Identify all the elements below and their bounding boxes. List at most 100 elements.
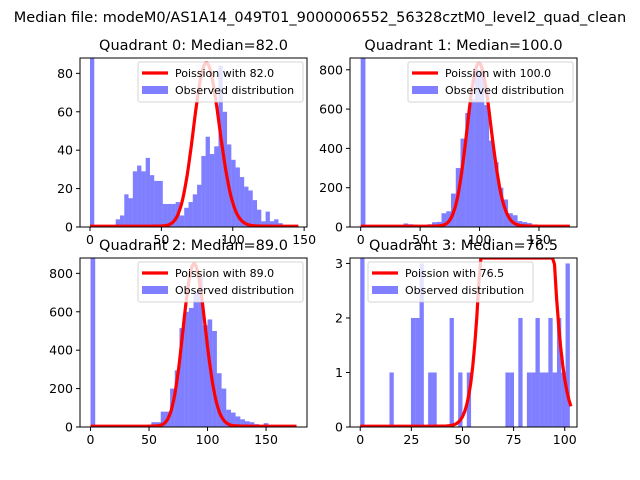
legend-frame <box>137 61 304 103</box>
histogram-bar <box>124 194 129 227</box>
histogram-bar <box>201 155 206 227</box>
subplot-quadrant-3: 0 25 50 75 100 0 1 2 3 Quadrant 3: Median=76.5 Poi… <box>335 238 578 447</box>
poisson-curve <box>89 61 299 227</box>
histogram-bar <box>360 58 366 227</box>
axes-frame <box>349 257 578 428</box>
y-tick-label: 600 <box>49 304 73 319</box>
histogram-bar <box>252 200 258 227</box>
y-tick-label: 40 <box>57 143 73 158</box>
legend-poisson-label: Poission with 89.0 <box>175 267 274 280</box>
histogram-bar <box>119 215 125 227</box>
histogram-bar <box>561 372 566 427</box>
y-tick-label: 3 <box>335 256 343 271</box>
histogram-bar <box>240 419 245 427</box>
subplot-title: Quadrant 0: Median=82.0 <box>99 38 288 54</box>
histogram-bar <box>115 219 120 227</box>
histogram-bar <box>137 165 142 227</box>
histogram-bar <box>197 184 202 227</box>
histogram-bar <box>389 372 394 427</box>
histogram-bar <box>249 422 255 427</box>
subplot-title: Quadrant 2: Median=89.0 <box>99 238 288 254</box>
y-tick-label: 800 <box>319 62 343 77</box>
histogram-bar <box>188 307 194 427</box>
histogram-bar <box>212 330 217 427</box>
histogram-bar <box>167 203 172 227</box>
subplot-quadrant-0: 0 50 100 150 0 20 40 60 80 Quadrant 0: Median=82.… <box>57 38 316 247</box>
y-tick-label: 600 <box>319 102 343 117</box>
histogram-bar <box>526 372 532 427</box>
legend-observed-label: Observed distribution <box>175 284 294 297</box>
histogram-bar <box>360 258 365 427</box>
axes-frame <box>79 57 308 228</box>
x-tick-label: 150 <box>254 432 278 447</box>
legend-observed-swatch <box>142 86 168 94</box>
histogram-bar <box>261 221 266 227</box>
histogram-bar <box>235 167 240 227</box>
y-tick-label: 0 <box>335 420 343 435</box>
legend-observed-swatch <box>142 286 168 294</box>
x-tick-label: 50 <box>153 232 169 247</box>
histogram-bar <box>509 372 515 427</box>
histogram-bar <box>531 372 536 427</box>
legend-observed-label: Observed distribution <box>405 284 524 297</box>
y-tick-label: 60 <box>57 104 73 119</box>
histogram-bar <box>489 140 494 227</box>
histogram-bar <box>410 317 416 427</box>
legend-poisson-label: Poission with 76.5 <box>405 267 504 280</box>
histogram-bar <box>230 412 236 427</box>
legend: Poission with 82.0 Observed distribution <box>137 61 304 103</box>
plot-area <box>360 258 573 427</box>
legend: Poission with 100.0 Observed distribution <box>407 61 574 103</box>
histogram-bar <box>244 421 250 427</box>
x-tick-label: 0 <box>87 432 95 447</box>
legend-frame <box>137 261 304 303</box>
subplot-quadrant-1: 0 50 100 150 0 200 400 600 800 Quadrant 1: Median… <box>319 38 578 247</box>
x-tick-label: 100 <box>221 232 245 247</box>
subplot-title: Quadrant 1: Median=100.0 <box>364 38 562 54</box>
histogram-bar <box>274 219 279 227</box>
histogram-bar <box>458 372 463 427</box>
plot-area <box>89 58 299 227</box>
histogram-bar <box>193 292 199 427</box>
histogram-bar <box>484 105 490 227</box>
histogram-bar <box>162 203 168 227</box>
plot-area <box>360 58 571 227</box>
histogram-bar <box>493 162 499 227</box>
histogram-bar <box>145 157 150 227</box>
subplot-quadrant-2: 0 50 100 150 0 200 400 600 800 Quadrant 2: Median… <box>49 238 308 447</box>
histogram-bar <box>449 317 454 427</box>
y-tick-label: 2 <box>335 310 343 325</box>
histogram-bar <box>149 175 155 227</box>
histogram-bar <box>415 317 420 427</box>
histogram-bar <box>539 372 545 427</box>
histogram-bar <box>235 416 241 427</box>
histogram-bar <box>179 328 185 427</box>
histogram-bar <box>498 187 504 227</box>
y-tick-label: 400 <box>49 343 73 358</box>
y-tick-label: 400 <box>319 141 343 156</box>
histogram-bar <box>244 186 249 227</box>
poisson-curve <box>360 61 571 227</box>
histogram-bar <box>216 373 222 427</box>
histogram-bar <box>556 317 562 427</box>
histogram-bar <box>460 138 466 227</box>
legend-observed-swatch <box>372 286 398 294</box>
histogram-bar <box>535 317 540 427</box>
legend-observed-label: Observed distribution <box>175 84 294 97</box>
histogram-bar <box>428 372 433 427</box>
x-tick-label: 50 <box>455 432 471 447</box>
legend-poisson-label: Poission with 100.0 <box>445 67 551 80</box>
x-tick-label: 100 <box>468 232 492 247</box>
x-tick-label: 0 <box>357 232 365 247</box>
histogram-bar <box>221 388 227 427</box>
histogram-bar <box>505 372 510 427</box>
subplot-title: Quadrant 3: Median=76.5 <box>369 238 558 254</box>
x-tick-label: 75 <box>506 432 522 447</box>
histogram-bar <box>89 58 95 227</box>
histogram-bar <box>192 194 198 227</box>
histogram-bar <box>231 159 236 227</box>
histogram-bar <box>171 203 176 227</box>
y-tick-label: 0 <box>65 420 73 435</box>
histogram-bar <box>158 180 163 227</box>
